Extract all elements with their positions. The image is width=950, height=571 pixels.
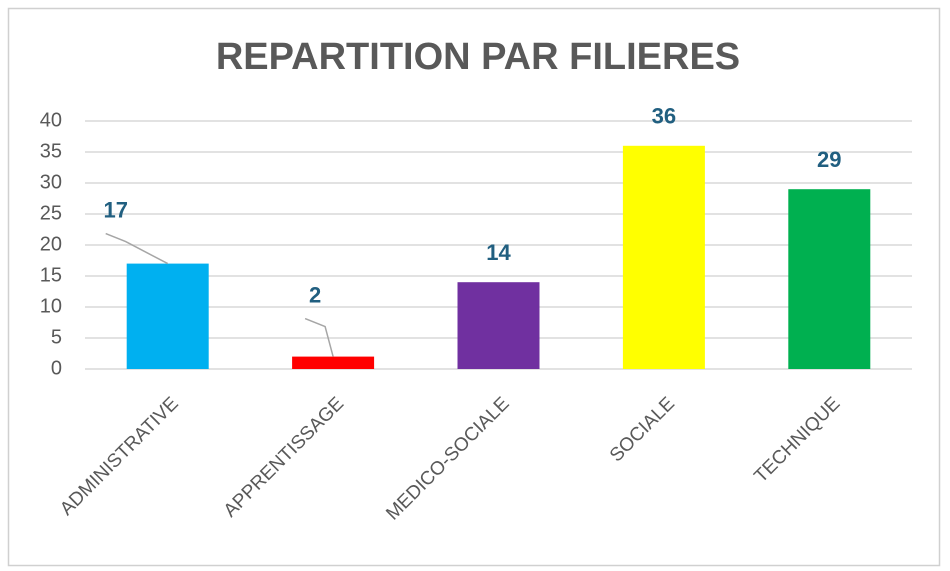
data-label: 2 (309, 282, 321, 307)
y-tick-label: 5 (51, 326, 62, 348)
data-label: 14 (486, 240, 511, 265)
data-label: 17 (103, 197, 127, 222)
y-tick-label: 10 (40, 295, 62, 317)
data-label: 36 (652, 104, 676, 129)
data-label: 29 (817, 147, 841, 172)
y-tick-label: 25 (40, 202, 62, 224)
chart-title: REPARTITION PAR FILIERES (216, 36, 740, 78)
y-tick-label: 20 (40, 233, 62, 255)
leader-line (304, 317, 334, 357)
y-tick-label: 35 (40, 140, 62, 162)
leader-line (105, 232, 169, 265)
y-tick-label: 30 (40, 171, 62, 193)
y-tick-label: 40 (40, 109, 62, 131)
y-tick-label: 15 (40, 264, 62, 286)
bar (622, 145, 705, 369)
bar (457, 282, 540, 369)
bar (788, 189, 871, 369)
bar (126, 263, 209, 369)
y-tick-label: 0 (51, 357, 62, 379)
bar (292, 356, 375, 369)
